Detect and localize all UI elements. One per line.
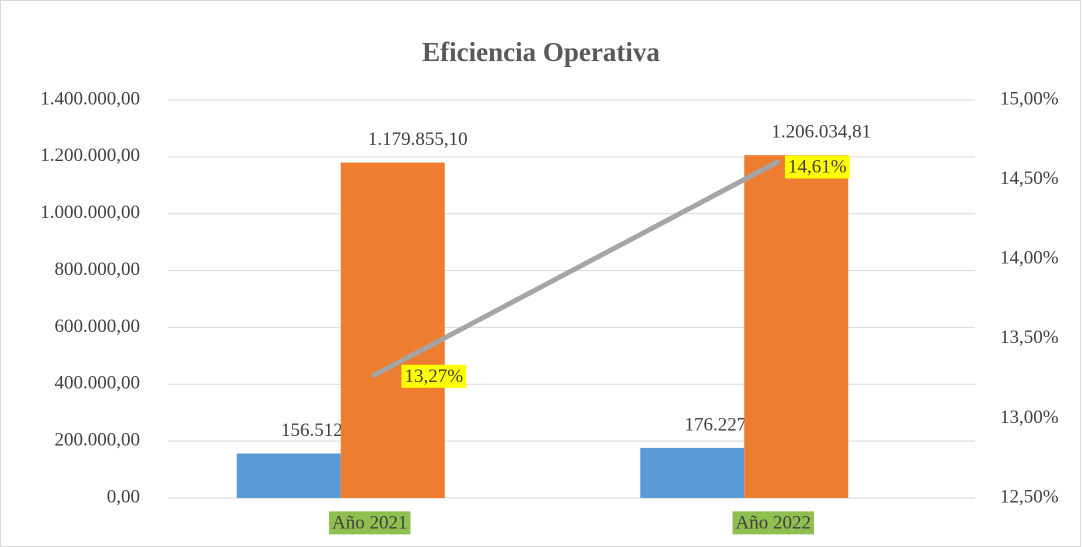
line (371, 159, 780, 378)
y-tick-label: 400.000,00 (55, 373, 141, 394)
y-tick-label: 1.400.000,00 (40, 88, 140, 109)
y2-tick-label: 12,50% (1000, 486, 1059, 507)
x-tick-label-background (329, 511, 411, 535)
line-data-label-background (401, 364, 467, 388)
y2-tick-label: 14,00% (1000, 248, 1059, 269)
bar (340, 162, 445, 498)
line-data-label: 14,61% (788, 156, 847, 177)
line-data-label: 13,27% (404, 366, 463, 387)
x-tick-label: Año 2021 (332, 512, 407, 533)
y-tick-label: 1.200.000,00 (40, 145, 140, 166)
y-tick-label: 800.000,00 (55, 259, 141, 280)
bar (640, 447, 745, 498)
data-label: 1.206.034,81 (771, 122, 871, 143)
bar (236, 453, 341, 498)
x-tick-label-background (732, 511, 814, 535)
bar (744, 155, 849, 498)
y-tick-label: 600.000,00 (55, 316, 141, 337)
line-data-label-background (784, 155, 850, 179)
x-tick-label: Año 2022 (736, 512, 811, 533)
y2-tick-label: 13,00% (1000, 407, 1059, 428)
y-tick-label: 200.000,00 (55, 430, 141, 451)
y2-tick-label: 15,00% (1000, 88, 1059, 109)
y-tick-label: 1.000.000,00 (40, 202, 140, 223)
chart-title: Eficiencia Operativa (422, 37, 660, 67)
y-tick-label: 0,00 (107, 486, 140, 507)
y2-tick-label: 14,50% (1000, 168, 1059, 189)
data-label: 1.179.855,10 (368, 129, 468, 150)
y2-tick-label: 13,50% (1000, 327, 1059, 348)
